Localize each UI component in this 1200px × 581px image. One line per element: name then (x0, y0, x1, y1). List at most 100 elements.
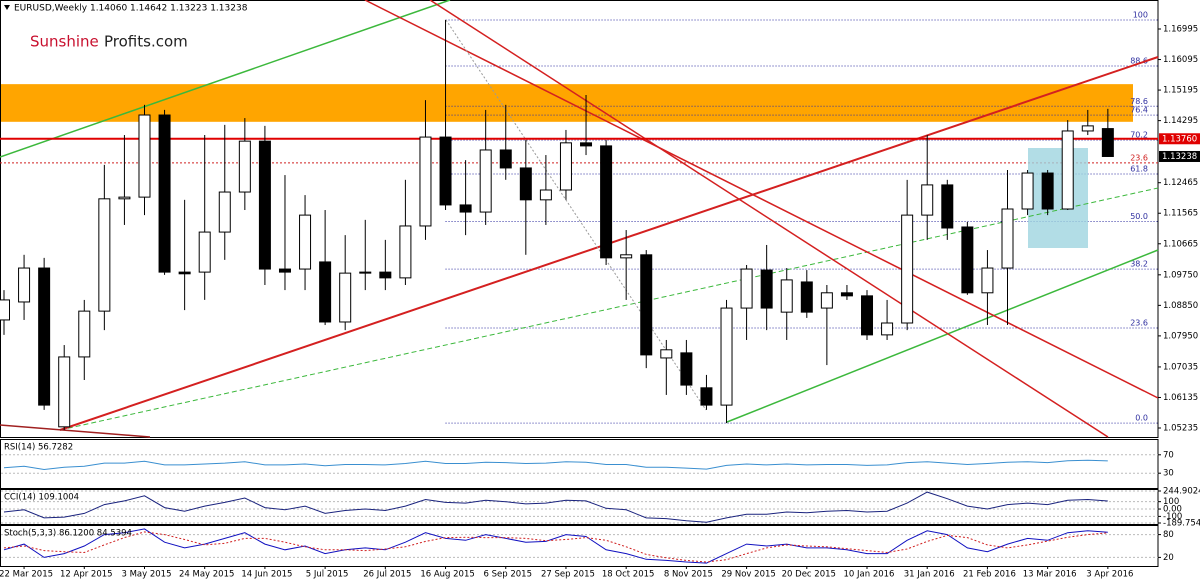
candle-body (0, 299, 10, 321)
last-price-label: 1.13238 (1162, 152, 1197, 162)
y-tick-label: 30 (1163, 469, 1174, 479)
panel-title: RSI(14) 56.7282 (4, 443, 73, 453)
brand-name: Sunshine (30, 33, 99, 51)
y-tick-label: 1.11565 (1163, 209, 1198, 219)
candle-body (238, 140, 251, 193)
y-tick-label: 100 (1163, 497, 1179, 507)
candle-body (198, 231, 211, 273)
y-tick-label: 244.9024 (1163, 487, 1200, 497)
fib-label: 70.2 (1130, 131, 1148, 140)
trend-line (0, 424, 151, 438)
trend-line (59, 187, 1159, 431)
candle-body (499, 149, 512, 169)
fib-label: 100 (1133, 11, 1148, 20)
candle-body (1001, 208, 1014, 269)
trend-line (0, 0, 451, 158)
candle-body (258, 140, 271, 270)
y-tick-label: 70 (1163, 450, 1174, 460)
fib-label: 61.8 (1130, 164, 1148, 173)
candle-body (780, 279, 793, 313)
indicator-line (3, 459, 1108, 471)
candle-body (339, 272, 352, 323)
candle-body (981, 267, 994, 294)
candle-body (700, 387, 713, 406)
x-tick-label: 8 Nov 2015 (664, 570, 713, 580)
x-tick-label: 3 May 2015 (121, 570, 171, 580)
y-tick-label: -189.7549 (1163, 519, 1200, 529)
panel-frame (0, 439, 1159, 489)
candle-body (620, 254, 633, 259)
fib-label: 38.2 (1130, 260, 1148, 269)
indicator-line (3, 491, 1108, 523)
x-tick-label: 16 Aug 2015 (420, 570, 474, 580)
candle-body (559, 142, 572, 191)
x-tick-label: 6 Sep 2015 (484, 570, 532, 580)
x-tick-label: 26 Jul 2015 (363, 570, 411, 580)
x-tick-label: 29 Nov 2015 (721, 570, 775, 580)
candle-body (178, 271, 191, 275)
candle-body (359, 271, 372, 274)
price-box (1159, 133, 1200, 145)
trend-line (429, 0, 1109, 438)
panel-frame (0, 0, 1159, 438)
trend-line (726, 249, 1159, 423)
y-tick-label: 0.00 (1163, 505, 1182, 515)
candle-body (941, 184, 954, 229)
candle-body (1021, 172, 1034, 210)
x-tick-label: 10 Jan 2016 (844, 570, 895, 580)
panel-title: CCI(14) 109.1004 (4, 493, 79, 503)
candle-body (820, 292, 833, 309)
candle-body (800, 281, 813, 313)
last-price-box (1159, 150, 1200, 162)
candle-body (961, 226, 974, 294)
fib-label: 50.0 (1130, 212, 1148, 221)
x-tick-label: 31 Jan 2016 (904, 570, 955, 580)
x-tick-label: 13 Mar 2016 (1023, 570, 1077, 580)
candle-body (78, 310, 91, 358)
candle-body (1061, 130, 1074, 210)
candle-body (1101, 128, 1114, 157)
trend-line (364, 0, 1159, 399)
chart-title: EURUSD,Weekly 1.14060 1.14642 1.13223 1.… (14, 4, 248, 14)
y-tick-label: 1.16995 (1163, 25, 1198, 35)
fib-label: 23.6 (1130, 318, 1148, 327)
candle-body (921, 184, 934, 216)
candle-body (580, 142, 593, 147)
candle-body (479, 149, 492, 213)
candle-body (319, 261, 332, 323)
candle-body (158, 114, 171, 273)
candle-body (861, 295, 874, 336)
candle-body (379, 271, 392, 279)
x-tick-label: 5 Jul 2015 (306, 570, 349, 580)
candle-body (720, 307, 733, 406)
y-tick-label: 1.07035 (1163, 362, 1198, 372)
candle-body (1041, 172, 1054, 210)
candle-body (138, 114, 151, 198)
y-tick-label: 1.08850 (1163, 301, 1198, 311)
candle-body (299, 214, 312, 270)
y-tick-label: 1.16095 (1163, 55, 1198, 65)
candle-body (680, 352, 693, 386)
panel-title: Stoch(5,3,3) 86.1200 84.5394 (4, 529, 132, 539)
fib-label: 76.4 (1130, 106, 1148, 115)
x-tick-label: 3 Apr 2016 (1086, 570, 1133, 580)
x-tick-label: 18 Oct 2015 (602, 570, 655, 580)
fib-label: 0.0 (1135, 414, 1148, 423)
y-tick-label: 1.05235 (1163, 424, 1198, 434)
candle-body (881, 322, 894, 336)
x-tick-label: 12 Apr 2015 (60, 570, 113, 580)
y-tick-label: 1.09750 (1163, 270, 1198, 280)
candle-body (740, 268, 753, 309)
indicator-line (3, 528, 1108, 564)
panel-frame (0, 489, 1159, 525)
candle-body (419, 136, 432, 227)
y-tick-label: 1.10665 (1163, 239, 1198, 249)
candle-body (18, 267, 31, 303)
menu-arrow (4, 5, 10, 10)
marks-layer: 1.13760 1.16995 1.16095 1.15195 1.14295 1.124… (0, 20, 1200, 580)
candle-body (118, 196, 131, 200)
candle-body (640, 254, 653, 356)
brand-domain: Profits.com (104, 33, 188, 51)
x-tick-label: 22 Mar 2015 (0, 570, 53, 580)
y-tick-label: -100 (1163, 512, 1182, 522)
